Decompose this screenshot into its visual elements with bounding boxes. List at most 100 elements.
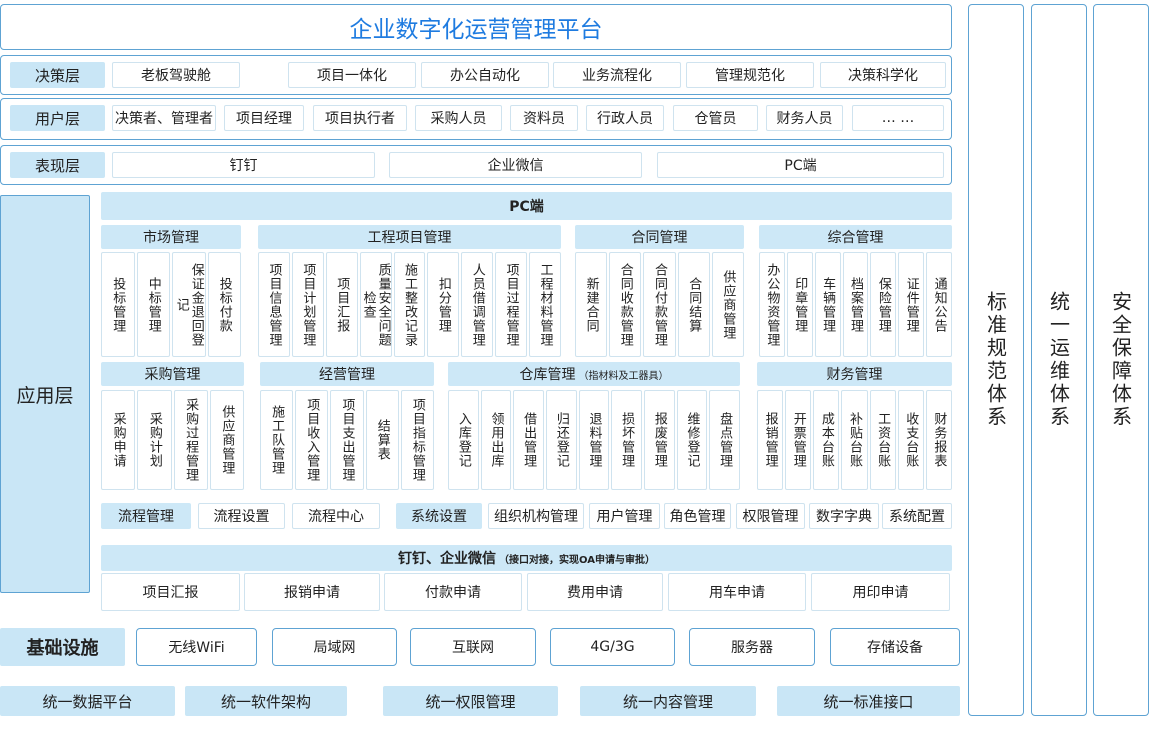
module-item: 借出管理 bbox=[513, 390, 544, 490]
dingtalk-title: 钉钉、企业微信 （接口对接，实现OA申请与审批） bbox=[101, 545, 952, 571]
platform: 统一软件架构 bbox=[185, 686, 347, 716]
layer-item: … … bbox=[852, 105, 944, 131]
module-item: 归还登记 bbox=[546, 390, 577, 490]
module-title: 采购管理 bbox=[101, 362, 244, 386]
module-title: 市场管理 bbox=[101, 225, 241, 249]
module-item: 施工队管理 bbox=[260, 390, 294, 490]
module-item: 项目计划管理 bbox=[291, 252, 324, 357]
module-item: 扣分管理 bbox=[427, 252, 460, 357]
module-item: 结算表 bbox=[365, 390, 399, 490]
module-item: 供应商管理 bbox=[711, 252, 744, 357]
module-item: 项目过程管理 bbox=[495, 252, 528, 357]
module-item: 保险管理 bbox=[870, 252, 897, 357]
dingtalk-item: 付款申请 bbox=[384, 573, 522, 611]
module-title-text: 合同管理 bbox=[631, 230, 688, 246]
layer-item: PC端 bbox=[657, 152, 944, 178]
process-title: 流程管理 bbox=[101, 503, 191, 529]
module-note: （指材料及工器具） bbox=[578, 370, 669, 382]
dingtalk-item: 项目汇报 bbox=[101, 573, 240, 611]
module-title-text: 工程项目管理 bbox=[367, 230, 452, 246]
dingtalk-item: 用车申请 bbox=[668, 573, 806, 611]
module-title-text: 仓库管理 bbox=[519, 367, 576, 383]
layer-item: 决策科学化 bbox=[820, 62, 946, 88]
module-item: 供应商管理 bbox=[209, 390, 244, 490]
platform: 统一内容管理 bbox=[580, 686, 756, 716]
layer-label: 用户层 bbox=[10, 105, 105, 131]
system-item: 用户管理 bbox=[589, 503, 660, 529]
module-item: 办公物资管理 bbox=[759, 252, 785, 357]
system-item: 组织机构管理 bbox=[488, 503, 584, 529]
layer-label: 表现层 bbox=[10, 152, 105, 178]
module-item: 印章管理 bbox=[786, 252, 813, 357]
module-item: 领用出库 bbox=[480, 390, 512, 490]
infra-item: 4G/3G bbox=[550, 628, 675, 666]
module-item: 档案管理 bbox=[842, 252, 869, 357]
layer-item: 财务人员 bbox=[766, 105, 843, 131]
side-system: 安全保障体系 bbox=[1093, 4, 1149, 716]
module-item: 维修登记 bbox=[676, 390, 708, 490]
module-item: 盘点管理 bbox=[709, 390, 740, 490]
module-item: 入库登记 bbox=[448, 390, 479, 490]
layer-label: 决策层 bbox=[10, 62, 105, 88]
module-item: 通知公告 bbox=[926, 252, 952, 357]
layer-item: 业务流程化 bbox=[553, 62, 681, 88]
layer-item: 项目执行者 bbox=[313, 105, 407, 131]
module-item: 财务报表 bbox=[925, 390, 952, 490]
module-item: 项目收入管理 bbox=[295, 390, 329, 490]
module-title: 仓库管理 （指材料及工器具） bbox=[448, 362, 740, 386]
module-item: 投标付款 bbox=[207, 252, 241, 357]
module-title: 工程项目管理 bbox=[258, 225, 561, 249]
module-item: 收支台账 bbox=[897, 390, 924, 490]
layer-item: 采购人员 bbox=[415, 105, 502, 131]
layer-item: 企业微信 bbox=[389, 152, 642, 178]
module-item: 工资台账 bbox=[869, 390, 896, 490]
side-system: 标准规范体系 bbox=[968, 4, 1024, 716]
system-item: 系统配置 bbox=[882, 503, 952, 529]
module-title-text: 采购管理 bbox=[144, 367, 201, 383]
module-item: 保证金退回登记 bbox=[172, 252, 206, 357]
infra-item: 存储设备 bbox=[830, 628, 960, 666]
module-item: 证件管理 bbox=[898, 252, 925, 357]
module-title: 财务管理 bbox=[757, 362, 952, 386]
module-item: 质量安全问题检查 bbox=[359, 252, 392, 357]
system-item: 角色管理 bbox=[664, 503, 731, 529]
layer-item: 办公自动化 bbox=[421, 62, 549, 88]
module-item: 开票管理 bbox=[785, 390, 812, 490]
dingtalk-note: （接口对接，实现OA申请与审批） bbox=[499, 554, 655, 566]
module-title: 综合管理 bbox=[759, 225, 952, 249]
module-item: 投标管理 bbox=[101, 252, 135, 357]
module-item: 损坏管理 bbox=[611, 390, 642, 490]
module-item: 车辆管理 bbox=[814, 252, 841, 357]
platform: 统一数据平台 bbox=[0, 686, 175, 716]
infra-item: 无线WiFi bbox=[136, 628, 257, 666]
layer-label: 应用层 bbox=[0, 195, 90, 593]
module-item: 合同付款管理 bbox=[643, 252, 676, 357]
layer-item: 行政人员 bbox=[586, 105, 664, 131]
layer-item: 项目经理 bbox=[224, 105, 304, 131]
module-title: 合同管理 bbox=[575, 225, 744, 249]
title: 企业数字化运营管理平台 bbox=[0, 4, 952, 50]
layer-item: 项目一体化 bbox=[288, 62, 416, 88]
module-title-text: 综合管理 bbox=[827, 230, 884, 246]
layer-item: 仓管员 bbox=[673, 105, 758, 131]
platform: 统一标准接口 bbox=[777, 686, 960, 716]
infra-item: 互联网 bbox=[410, 628, 536, 666]
module-title-text: 市场管理 bbox=[143, 230, 199, 246]
process-item: 流程设置 bbox=[198, 503, 285, 529]
dingtalk-item: 报销申请 bbox=[244, 573, 380, 611]
process-item: 流程中心 bbox=[292, 503, 380, 529]
dingtalk-item: 费用申请 bbox=[527, 573, 663, 611]
system-item: 数字字典 bbox=[809, 503, 879, 529]
module-item: 施工整改记录 bbox=[393, 252, 426, 357]
module-item: 成本台账 bbox=[813, 390, 840, 490]
module-title-text: 财务管理 bbox=[826, 367, 883, 383]
module-item: 退料管理 bbox=[578, 390, 610, 490]
dingtalk-item: 用印申请 bbox=[811, 573, 950, 611]
layer-item: 钉钉 bbox=[112, 152, 375, 178]
module-title-text: 经营管理 bbox=[319, 367, 375, 383]
infra-item: 服务器 bbox=[689, 628, 815, 666]
platform: 统一权限管理 bbox=[383, 686, 558, 716]
infra-label: 基础设施 bbox=[0, 628, 125, 666]
module-item: 人员借调管理 bbox=[461, 252, 494, 357]
